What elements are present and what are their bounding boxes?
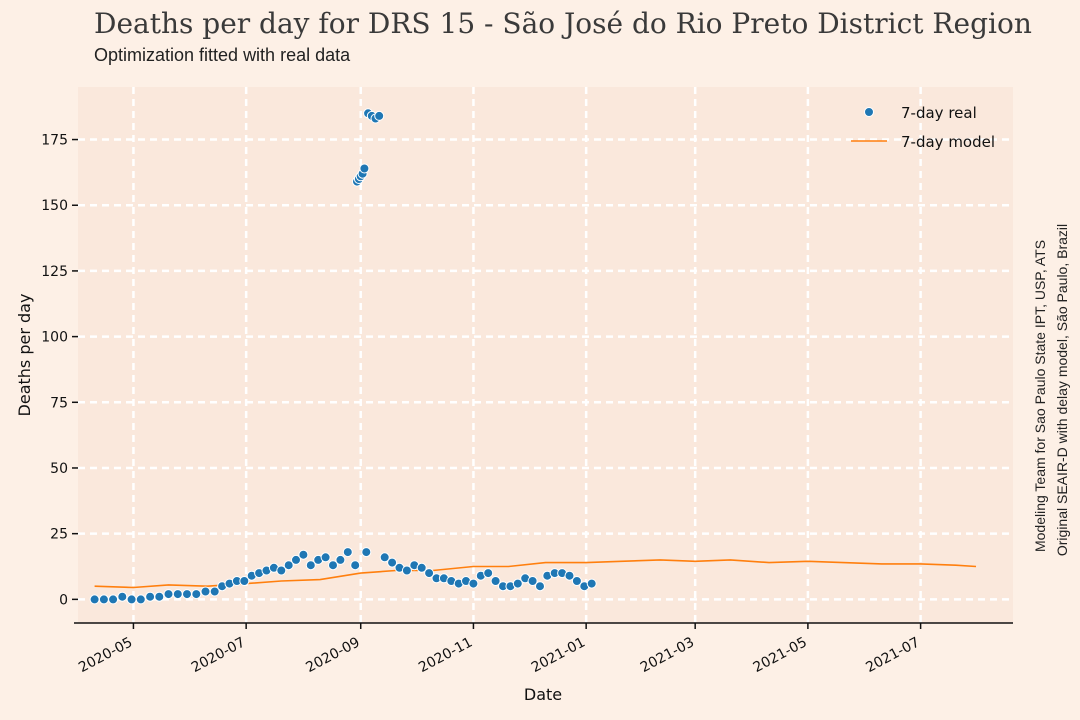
real-point xyxy=(483,568,494,579)
real-point xyxy=(145,591,156,602)
real-point xyxy=(126,594,137,605)
x-tick-label: 2021-07 xyxy=(863,634,922,676)
x-axis-ticks: 2020-05 2020-07 2020-09 2020-11 2021-01 2021-… xyxy=(76,623,922,676)
real-point xyxy=(535,581,545,592)
x-tick-label: 2021-03 xyxy=(638,634,697,676)
real-point xyxy=(98,594,109,605)
real-point xyxy=(239,576,250,586)
real-point xyxy=(374,110,385,121)
y-axis-label: Deaths per day xyxy=(15,294,34,417)
real-point xyxy=(490,576,501,586)
y-tick-label: 50 xyxy=(50,461,68,477)
side-note-line2: Original SEAIR-D with delay model, São P… xyxy=(1054,224,1070,556)
y-tick-label: 150 xyxy=(41,198,68,214)
real-point xyxy=(564,570,575,581)
x-tick-label: 2020-09 xyxy=(303,634,362,676)
x-tick-label: 2020-07 xyxy=(189,634,248,676)
real-point xyxy=(379,552,390,563)
real-point xyxy=(276,565,287,576)
real-point xyxy=(328,560,338,571)
y-tick-label: 100 xyxy=(41,330,68,346)
real-point xyxy=(291,554,301,565)
real-point xyxy=(468,578,479,589)
real-point xyxy=(117,591,128,602)
real-point xyxy=(387,557,398,568)
x-tick-label: 2021-05 xyxy=(751,634,810,676)
real-point xyxy=(172,589,183,600)
legend: 7-day real 7-day model xyxy=(851,104,995,151)
real-point xyxy=(527,576,538,586)
real-point xyxy=(200,586,211,597)
y-tick-label: 25 xyxy=(50,527,68,543)
y-tick-label: 175 xyxy=(41,133,68,149)
y-tick-label: 0 xyxy=(59,592,68,608)
chart-title: Deaths per day for DRS 15 - São José do … xyxy=(94,7,1032,40)
real-point xyxy=(154,591,165,602)
real-point xyxy=(359,163,370,174)
real-series xyxy=(89,108,597,605)
real-point xyxy=(163,589,174,600)
x-axis-label: Date xyxy=(524,685,562,704)
real-point xyxy=(571,576,582,586)
real-point xyxy=(283,560,294,571)
x-tick-label: 2020-11 xyxy=(416,634,475,676)
real-point xyxy=(586,578,597,589)
real-point xyxy=(305,560,316,571)
y-tick-label: 125 xyxy=(41,264,68,280)
real-point xyxy=(335,554,346,565)
plot-area xyxy=(78,87,1013,623)
real-point xyxy=(342,547,353,558)
side-note-line1: Modeling Team for Sao Paulo State IPT, U… xyxy=(1032,240,1048,552)
legend-real-label: 7-day real xyxy=(901,104,977,122)
real-point xyxy=(108,594,119,605)
real-point xyxy=(298,549,309,560)
legend-model-label: 7-day model xyxy=(901,133,995,151)
real-point xyxy=(350,560,361,571)
legend-real-marker xyxy=(864,107,874,117)
real-point xyxy=(89,594,100,605)
real-point xyxy=(401,565,412,576)
real-point xyxy=(424,568,435,579)
real-point xyxy=(191,589,202,600)
real-point xyxy=(361,547,372,558)
real-point xyxy=(135,594,146,605)
real-point xyxy=(320,552,331,563)
real-point xyxy=(512,578,523,589)
chart-subtitle: Optimization fitted with real data xyxy=(94,45,351,65)
real-point xyxy=(416,562,427,573)
x-tick-label: 2020-05 xyxy=(76,634,135,676)
real-point xyxy=(209,586,220,597)
real-point xyxy=(182,589,192,600)
y-axis-ticks: 0 25 50 75 100 125 150 175 xyxy=(41,133,78,608)
x-tick-label: 2021-01 xyxy=(529,634,588,676)
y-tick-label: 75 xyxy=(50,395,68,411)
